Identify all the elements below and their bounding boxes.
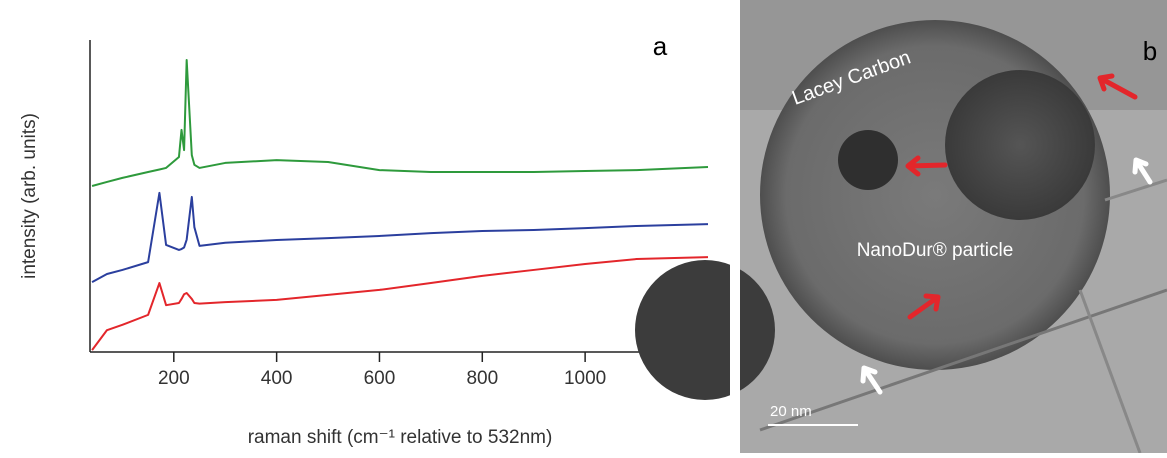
panel-gap	[730, 0, 740, 453]
arrow	[907, 293, 941, 320]
arrow	[860, 365, 883, 395]
y-axis-label: intensity (arb. units)	[19, 113, 40, 279]
x-tick-label: 200	[158, 368, 190, 389]
x-tick-label: 600	[364, 368, 396, 389]
series-line	[91, 191, 709, 283]
x-tick-label: 800	[466, 368, 498, 389]
micrograph: b Lacey Carbon NanoDur® particle 20 nm	[635, 0, 1167, 454]
red-arrows	[905, 73, 1138, 320]
arrow	[1132, 157, 1153, 185]
panel-label: b	[1143, 36, 1157, 66]
carbon-strand	[759, 288, 1167, 432]
inclusion	[945, 70, 1095, 220]
series-line	[91, 58, 709, 187]
x-axis-label: raman shift (cm⁻¹ relative to 532nm)	[248, 427, 553, 448]
x-tick-label: 400	[261, 368, 293, 389]
image-label: NanoDur® particle	[857, 240, 1014, 261]
inclusion	[838, 130, 898, 190]
neighbor-particle	[635, 260, 775, 400]
arrow	[905, 155, 948, 177]
plot-area: 200 400 600 800 1000	[91, 58, 709, 389]
carbon-strand	[1104, 178, 1167, 202]
arrow	[1097, 73, 1138, 100]
x-tick-label: 1000	[564, 368, 606, 389]
panel-label: a	[653, 31, 668, 61]
white-arrows	[860, 157, 1153, 395]
scale-bar-label: 20 nm	[770, 403, 812, 420]
series-line	[91, 256, 709, 351]
carbon-strand	[1078, 289, 1142, 454]
